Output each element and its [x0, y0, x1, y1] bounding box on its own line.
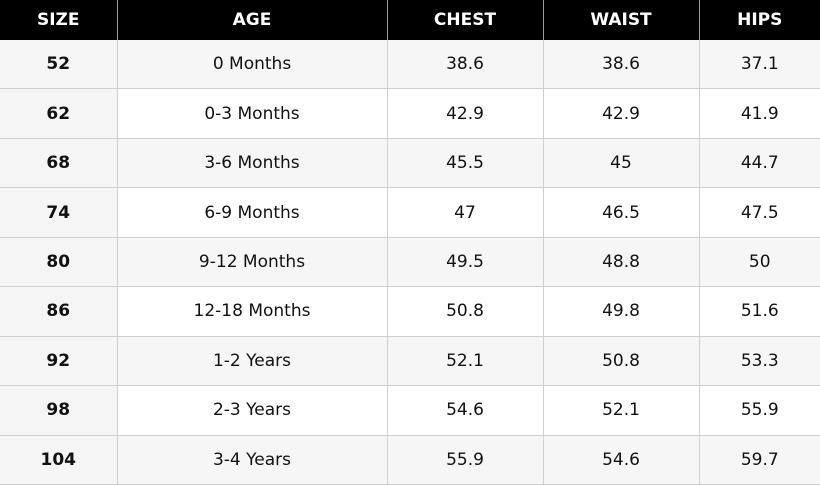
size-cell: 104 — [0, 435, 118, 485]
chest-cell: 55.9 — [387, 435, 544, 485]
table-row: 80 9-12 Months 49.5 48.8 50 — [0, 237, 820, 288]
chest-cell: 42.9 — [387, 88, 544, 139]
table-row: 52 0 Months 38.6 38.6 37.1 — [0, 40, 820, 90]
header-chest: CHEST — [387, 0, 544, 40]
table-row: 92 1-2 Years 52.1 50.8 53.3 — [0, 336, 820, 387]
size-cell: 62 — [0, 88, 118, 139]
hips-cell: 47.5 — [699, 187, 820, 238]
waist-cell: 54.6 — [543, 435, 700, 485]
waist-cell: 42.9 — [543, 88, 700, 139]
header-waist: WAIST — [543, 0, 700, 40]
age-cell: 3-4 Years — [117, 435, 388, 485]
table-row: 68 3-6 Months 45.5 45 44.7 — [0, 138, 820, 189]
chest-cell: 50.8 — [387, 286, 544, 337]
table-row: 98 2-3 Years 54.6 52.1 55.9 — [0, 385, 820, 436]
chest-cell: 47 — [387, 187, 544, 238]
age-cell: 1-2 Years — [117, 336, 388, 387]
header-hips: HIPS — [699, 0, 820, 40]
waist-cell: 45 — [543, 138, 700, 189]
age-cell: 6-9 Months — [117, 187, 388, 238]
table-row: 86 12-18 Months 50.8 49.8 51.6 — [0, 286, 820, 337]
age-cell: 0-3 Months — [117, 88, 388, 139]
chest-cell: 52.1 — [387, 336, 544, 387]
age-cell: 9-12 Months — [117, 237, 388, 288]
hips-cell: 55.9 — [699, 385, 820, 436]
size-cell: 68 — [0, 138, 118, 189]
age-cell: 2-3 Years — [117, 385, 388, 436]
size-cell: 74 — [0, 187, 118, 238]
hips-cell: 51.6 — [699, 286, 820, 337]
size-cell: 80 — [0, 237, 118, 288]
waist-cell: 52.1 — [543, 385, 700, 436]
header-age: AGE — [117, 0, 388, 40]
waist-cell: 46.5 — [543, 187, 700, 238]
size-cell: 98 — [0, 385, 118, 436]
chest-cell: 38.6 — [387, 40, 544, 90]
table-row: 74 6-9 Months 47 46.5 47.5 — [0, 187, 820, 238]
waist-cell: 48.8 — [543, 237, 700, 288]
header-size: SIZE — [0, 0, 118, 40]
hips-cell: 53.3 — [699, 336, 820, 387]
age-cell: 12-18 Months — [117, 286, 388, 337]
waist-cell: 50.8 — [543, 336, 700, 387]
chest-cell: 54.6 — [387, 385, 544, 436]
waist-cell: 49.8 — [543, 286, 700, 337]
waist-cell: 38.6 — [543, 40, 700, 90]
hips-cell: 41.9 — [699, 88, 820, 139]
size-cell: 86 — [0, 286, 118, 337]
age-cell: 3-6 Months — [117, 138, 388, 189]
header-row: SIZE AGE CHEST WAIST HIPS — [0, 0, 820, 40]
size-cell: 52 — [0, 40, 118, 90]
hips-cell: 50 — [699, 237, 820, 288]
size-cell: 92 — [0, 336, 118, 387]
table-row: 62 0-3 Months 42.9 42.9 41.9 — [0, 88, 820, 139]
chest-cell: 45.5 — [387, 138, 544, 189]
hips-cell: 59.7 — [699, 435, 820, 485]
chest-cell: 49.5 — [387, 237, 544, 288]
hips-cell: 37.1 — [699, 40, 820, 90]
hips-cell: 44.7 — [699, 138, 820, 189]
table-row: 104 3-4 Years 55.9 54.6 59.7 — [0, 435, 820, 485]
age-cell: 0 Months — [117, 40, 388, 90]
